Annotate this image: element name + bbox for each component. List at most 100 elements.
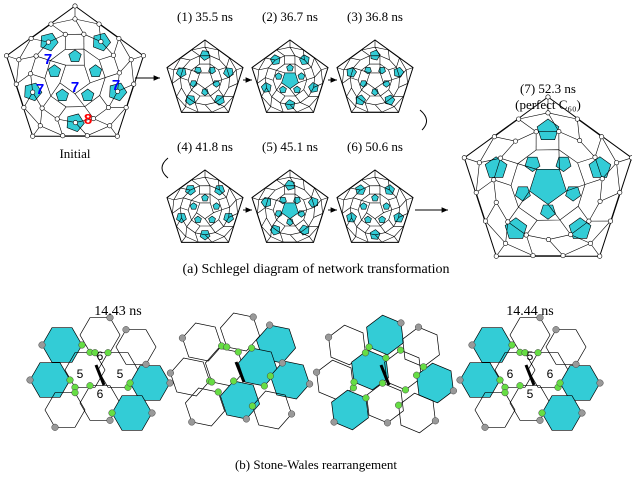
atom [608, 219, 612, 223]
atom [579, 410, 586, 417]
atom [469, 342, 476, 349]
atom [384, 420, 391, 427]
atom [577, 138, 581, 142]
arrowhead [154, 75, 160, 80]
atom [132, 82, 136, 86]
schlegel-diagram [337, 40, 413, 112]
step-label: (3) 36.8 ns [347, 9, 403, 24]
atom [351, 379, 358, 386]
atom [494, 200, 498, 204]
ring-label: 6 [547, 367, 554, 381]
atom [432, 417, 439, 424]
atom [531, 253, 535, 257]
atom [261, 383, 268, 390]
atom [79, 342, 86, 349]
atom [46, 40, 50, 44]
atom [87, 382, 94, 389]
atom [420, 364, 427, 371]
bond [526, 365, 534, 385]
atom [279, 360, 286, 367]
atom [593, 155, 597, 159]
ring-face [475, 393, 515, 428]
atom [248, 345, 255, 352]
atom [618, 190, 622, 194]
arrowhead [246, 207, 252, 212]
atom [250, 314, 257, 321]
atom [537, 417, 544, 424]
atom [598, 254, 602, 258]
atom [30, 90, 34, 94]
atom [457, 377, 464, 384]
atom [149, 410, 156, 417]
atom [129, 58, 133, 62]
ring-face [560, 366, 600, 401]
atom [534, 130, 538, 134]
atom [111, 53, 115, 57]
atom [67, 377, 74, 384]
atom [506, 220, 510, 224]
atom [243, 416, 250, 423]
ring-face [332, 390, 369, 430]
atom [331, 419, 338, 426]
atom [72, 389, 79, 396]
atom [17, 58, 21, 62]
ring-label: 8 [84, 111, 92, 128]
atom [167, 380, 174, 387]
ring-label: 6 [97, 387, 104, 401]
schlegel-diagram [4, 4, 145, 139]
ring-face [220, 381, 259, 419]
atom [402, 387, 409, 394]
atom [450, 387, 457, 394]
atom [462, 156, 466, 160]
atom [249, 403, 256, 410]
atom [143, 361, 150, 368]
atom [535, 349, 542, 356]
ring-label: 5 [527, 349, 534, 363]
ring-face [42, 328, 82, 363]
atom [516, 117, 520, 121]
atom [40, 106, 44, 110]
atom [107, 417, 114, 424]
atom [188, 419, 195, 426]
final-note: (perfect C₆₀) [515, 97, 581, 112]
schlegel-diagram [167, 40, 243, 112]
ring-face [116, 330, 156, 365]
atom [395, 402, 402, 409]
atom [509, 342, 516, 349]
ring-label: 7 [71, 79, 79, 96]
atom [208, 379, 215, 386]
atom [474, 190, 478, 194]
atom [546, 237, 550, 241]
caption-b: (b) Stone-Wales rearrangement [235, 457, 397, 472]
atom [106, 105, 110, 109]
stone-wales-panel [27, 314, 174, 430]
stone-wales-panel [167, 313, 313, 429]
curved-arrow [162, 158, 168, 178]
atom [524, 233, 528, 237]
atom [502, 389, 509, 396]
atom [313, 369, 320, 376]
atom [29, 36, 33, 40]
step-label: (5) 45.1 ns [262, 139, 318, 154]
atom [215, 389, 222, 396]
atom [477, 161, 481, 165]
atom [588, 241, 592, 245]
ring-face [472, 328, 512, 363]
atom [22, 105, 26, 109]
figure: 7777865565665 Initial (1) 35.5 ns (2) 36… [0, 0, 632, 484]
atom [127, 380, 134, 387]
atom [108, 124, 112, 128]
atom [115, 134, 119, 138]
ring-label: 5 [527, 387, 534, 401]
atom [14, 82, 18, 86]
atom [30, 134, 34, 138]
atom [73, 17, 77, 21]
bond [96, 365, 104, 385]
atom [61, 134, 65, 138]
atom [267, 373, 274, 380]
atom [598, 199, 602, 203]
schlegel-diagram [252, 40, 328, 112]
initial-label: Initial [59, 146, 90, 161]
atom [498, 156, 502, 160]
schlegel-diagram [462, 95, 632, 259]
